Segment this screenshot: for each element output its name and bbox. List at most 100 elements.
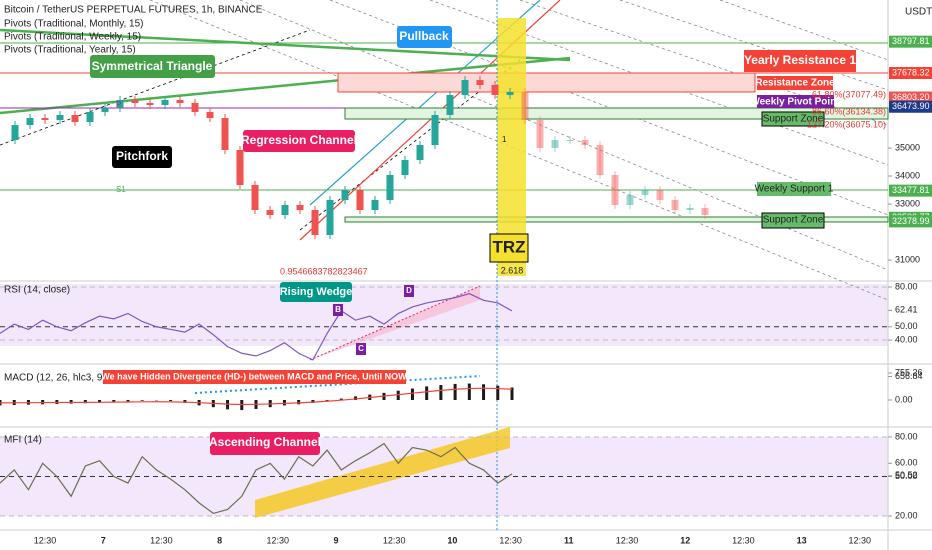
histogram-bar — [282, 400, 286, 406]
candle — [326, 200, 334, 236]
candle — [566, 140, 574, 141]
annotation: S1 — [116, 185, 126, 194]
label-box — [90, 55, 215, 78]
annotation: B — [335, 305, 341, 314]
indicator-line — [0, 387, 513, 406]
annotation: Ascending Channel — [209, 435, 321, 449]
candle — [371, 200, 379, 210]
candle — [116, 100, 124, 108]
annotation: TRZ — [492, 237, 525, 256]
candle — [701, 208, 709, 216]
annotation: Weekly Support 1 — [755, 184, 834, 195]
annotation: Pitchfork — [116, 149, 168, 163]
annotation: 127.20%(36075.10) — [807, 119, 886, 129]
triangle-upper — [0, 28, 571, 62]
candle — [311, 210, 319, 236]
candle — [236, 149, 244, 185]
label-box — [397, 26, 452, 48]
triangle-lower — [0, 56, 571, 115]
histogram-bar — [126, 400, 130, 402]
histogram-bar — [467, 383, 471, 401]
symbol: Bitcoin / TetherUS PERPETUAL FUTURES, 1h… — [4, 5, 263, 16]
x-tick-label: 12:30 — [383, 535, 406, 545]
label-box — [404, 285, 414, 297]
candle — [176, 100, 184, 104]
label-box — [761, 212, 825, 229]
support-zone-lower — [344, 216, 889, 223]
label-box — [333, 304, 343, 316]
candle — [56, 114, 64, 121]
candle — [101, 107, 109, 112]
support-zone-upper — [344, 107, 889, 120]
pivot-legend: Pivots (Traditional, Weekly, 15) — [4, 32, 141, 43]
price-marker-label: 36803.20 — [892, 92, 930, 102]
y-tick-label: 80.00 — [895, 431, 918, 441]
label-box — [356, 343, 366, 355]
candle — [206, 112, 214, 119]
pivot-legend: Pivots (Traditional, Monthly, 15) — [4, 19, 144, 30]
pivot-legend: Pivots (Traditional, Yearly, 15) — [4, 45, 136, 56]
candle — [596, 145, 604, 175]
label-box — [243, 130, 355, 152]
histogram-bar — [297, 400, 301, 405]
currency[interactable]: USDT — [905, 7, 932, 18]
candle — [506, 92, 514, 96]
candle — [146, 103, 154, 105]
price-marker — [889, 35, 932, 48]
candle — [41, 118, 49, 121]
pane-title: MACD (12, 26, hlc3, 9) — [4, 373, 106, 384]
candle — [476, 79, 484, 86]
annotation: We have Hidden Divergence (HD-) between … — [101, 371, 407, 381]
label-box — [103, 370, 406, 384]
annotation: Resistance Zone — [755, 78, 835, 89]
pane-title: MFI (14) — [4, 435, 42, 446]
price-marker-label: 33477.81 — [892, 185, 930, 195]
label-box — [757, 95, 834, 108]
indicator-line — [0, 293, 513, 361]
histogram-bar — [410, 388, 414, 401]
candle — [11, 125, 19, 140]
price-marker — [889, 100, 932, 113]
y-tick-label: 33000 — [895, 198, 920, 208]
candle — [221, 118, 229, 150]
candle — [161, 100, 169, 105]
annotation: Weekly Pivot Point — [750, 97, 840, 108]
candle — [626, 195, 634, 206]
candle — [401, 160, 409, 175]
x-tick-label: 8 — [217, 535, 222, 545]
annotation: 2.618 — [501, 265, 524, 275]
candle — [266, 210, 274, 216]
histogram-bar — [83, 400, 87, 404]
y-tick-label: 50.00 — [895, 321, 918, 331]
candle — [386, 175, 394, 201]
annotation: Pullback — [399, 29, 449, 43]
candle — [251, 184, 259, 210]
x-tick-label: 13 — [797, 535, 807, 545]
y-tick-label: 35000 — [895, 142, 920, 152]
annotation: 1 — [502, 135, 507, 144]
price-marker — [889, 215, 932, 228]
histogram-bar — [510, 387, 514, 401]
rsi-band — [0, 284, 888, 346]
x-tick-label: 12:30 — [150, 535, 173, 545]
x-tick-label: 12:30 — [34, 535, 57, 545]
annotation: P — [116, 100, 121, 109]
histogram-bar — [425, 386, 429, 401]
y-tick-label: 40.00 — [895, 334, 918, 344]
candle — [356, 190, 364, 210]
annotation: Support Zone — [763, 114, 824, 125]
candle — [416, 145, 424, 161]
histogram-bar — [482, 384, 486, 401]
annotation: Regression Channel — [241, 133, 357, 147]
y-tick-label: 50.52 — [895, 470, 918, 480]
y-tick-label: 60.00 — [895, 458, 918, 468]
histogram-bar — [396, 390, 400, 401]
x-tick-label: 12:30 — [849, 535, 872, 545]
histogram-bar — [354, 396, 358, 401]
y-tick-label: 0.00 — [895, 394, 913, 404]
resistance-zone — [337, 72, 756, 93]
candle — [71, 114, 79, 122]
candle — [656, 190, 664, 201]
